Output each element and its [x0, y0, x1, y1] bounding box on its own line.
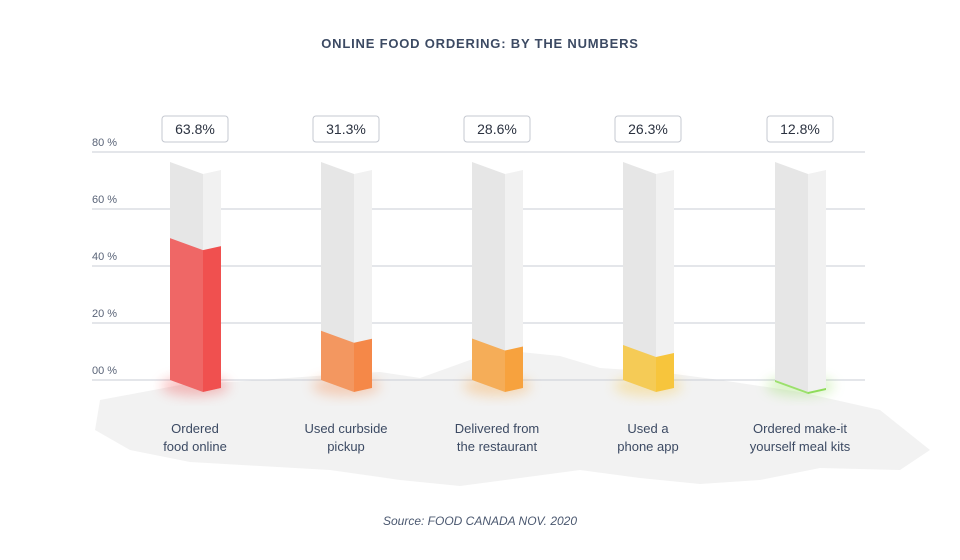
bar-group — [312, 162, 380, 396]
category-label: Ordered — [171, 421, 219, 436]
value-label-box — [463, 115, 531, 143]
category-label: phone app — [617, 439, 678, 454]
y-tick-label: 60 % — [92, 194, 117, 206]
category-label: Used curbside — [304, 421, 387, 436]
category-label: food online — [163, 439, 227, 454]
category-label: Ordered make-it — [753, 421, 847, 436]
value-label-box — [312, 115, 380, 143]
category-label: yourself meal kits — [750, 439, 851, 454]
bar-value-side — [808, 388, 826, 394]
value-label-box — [766, 115, 834, 143]
value-label: 26.3% — [628, 121, 668, 137]
bar-empty-side — [354, 170, 372, 392]
bar-value-side — [203, 246, 221, 392]
bar-group — [766, 162, 834, 396]
background-map-shape — [95, 352, 930, 486]
bar-value-side — [656, 353, 674, 392]
bar-empty-side — [808, 170, 826, 392]
value-label: 63.8% — [175, 121, 215, 137]
value-label: 31.3% — [326, 121, 366, 137]
chart-source: Source: FOOD CANADA NOV. 2020 — [382, 514, 578, 528]
value-label-box — [161, 115, 229, 143]
bar-group — [161, 162, 229, 396]
bar-value-front — [472, 338, 505, 392]
bar-value-front — [321, 330, 354, 392]
y-tick-label: 40 % — [92, 251, 117, 263]
y-tick-label: 20 % — [92, 308, 117, 320]
chart-title: ONLINE FOOD ORDERING: BY THE NUMBERS — [321, 36, 639, 51]
bar-value-side — [354, 338, 372, 392]
bar-value-front — [775, 380, 808, 394]
bar-value-side — [505, 346, 523, 392]
bar-empty-front — [472, 162, 505, 392]
bar-value-front — [170, 238, 203, 392]
category-label: the restaurant — [457, 439, 538, 454]
value-label: 12.8% — [780, 121, 820, 137]
bar-value-front — [623, 345, 656, 392]
category-label: Used a — [627, 421, 669, 436]
bar-empty-side — [505, 170, 523, 392]
bar-group — [463, 162, 531, 396]
value-label: 28.6% — [477, 121, 517, 137]
bar-group — [614, 162, 682, 396]
bar-empty-front — [775, 162, 808, 392]
category-label: pickup — [327, 439, 365, 454]
y-tick-label: 00 % — [92, 365, 117, 377]
bar-empty-side — [656, 170, 674, 392]
bar-empty-front — [623, 162, 656, 392]
value-label-box — [614, 115, 682, 143]
category-label: Delivered from — [455, 421, 540, 436]
y-tick-label: 80 % — [92, 137, 117, 149]
